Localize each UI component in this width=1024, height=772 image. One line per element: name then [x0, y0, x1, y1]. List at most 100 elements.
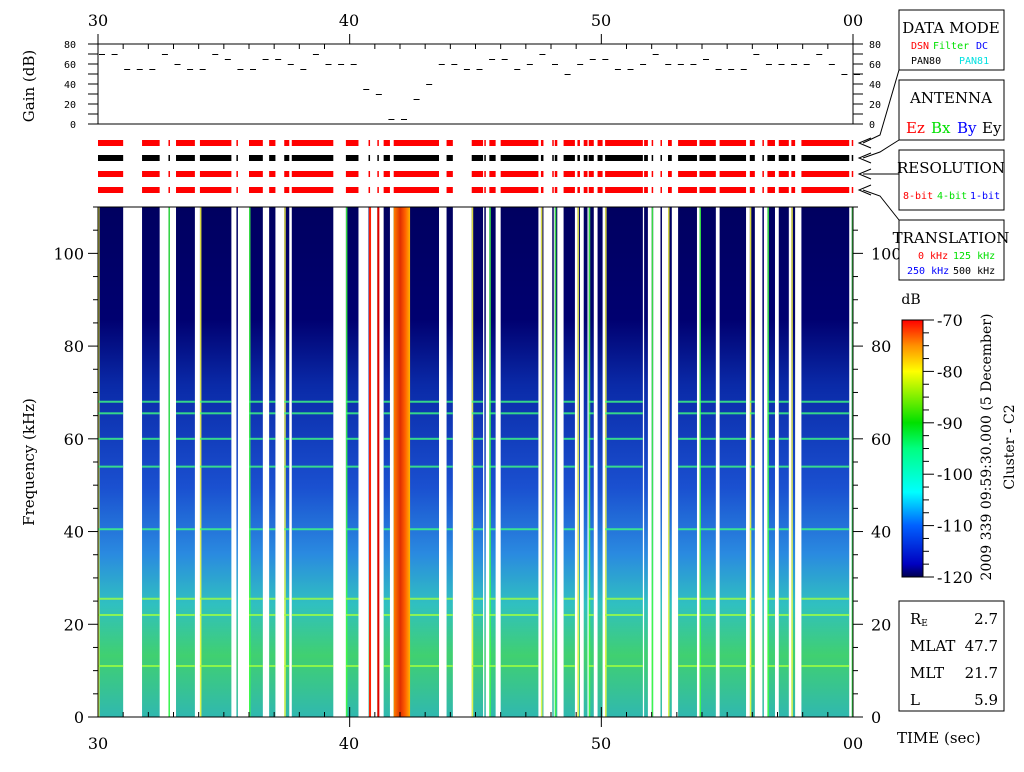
emission-line [588, 437, 594, 440]
legend-items: DSN Filter DC PAN80 PAN81 [911, 41, 994, 67]
gain-point [652, 54, 659, 55]
spectrogram-data-column [801, 207, 850, 717]
spectrogram-data-column [446, 207, 453, 717]
status-translation-segment [284, 187, 290, 193]
emission-line [142, 465, 160, 468]
gain-point [539, 54, 546, 55]
status-resolution-segment [284, 171, 290, 177]
gain-point [791, 64, 798, 65]
spectrogram-data-column [484, 207, 486, 717]
emission-line [383, 400, 390, 403]
emission-line [393, 412, 440, 415]
status-antenna-segment [749, 155, 755, 161]
emission-line [767, 528, 775, 531]
orbit-l-label: L [910, 691, 920, 709]
emission-line [489, 412, 496, 415]
emission-line [98, 614, 124, 616]
status-translation-segment [249, 187, 263, 193]
emission-line [500, 528, 539, 531]
emission-line [605, 614, 643, 616]
gain-point [677, 64, 684, 65]
status-antenna-segment [471, 155, 484, 161]
emission-line [588, 412, 594, 415]
gain-point [526, 64, 533, 65]
freq-tick-label: 40 [64, 523, 84, 542]
emission-line [142, 400, 160, 403]
status-resolution-segment [393, 171, 440, 177]
status-resolution-segment [801, 171, 850, 177]
emission-line [500, 400, 539, 403]
bottom-tick-label: 40 [339, 734, 359, 753]
emission-line [142, 437, 160, 440]
arrow-icon [857, 168, 872, 180]
emission-line [678, 665, 697, 667]
legend-translation: TRANSLATION 0 kHz 125 kHz 250 kHz 500 kH… [893, 219, 1009, 281]
emission-line [199, 412, 232, 415]
emission-line [500, 465, 539, 468]
colorbar-label: dB [901, 292, 920, 308]
status-rows [98, 137, 872, 196]
spectrogram-data-column [583, 207, 588, 717]
emission-line [778, 465, 789, 468]
gain-point [199, 69, 206, 70]
legend-item-dc: DC [976, 41, 988, 52]
emission-line [719, 597, 747, 600]
emission-line [588, 614, 594, 616]
emission-line [176, 437, 195, 440]
emission-line [767, 400, 775, 403]
emission-line [563, 614, 575, 616]
status-antenna-segment [552, 155, 554, 161]
emission-line [176, 614, 195, 616]
status-translation-segment [719, 187, 747, 193]
gain-point [363, 89, 370, 90]
status-data-mode-segment [851, 140, 854, 146]
status-resolution-segment [176, 171, 195, 177]
colorbar-tick-label: -110 [937, 517, 973, 536]
status-translation-segment [554, 187, 558, 193]
gain-point [187, 69, 194, 70]
freq-tick-label: 80 [64, 337, 84, 356]
broadband-stripe [588, 207, 591, 717]
legend-title: ANTENNA [909, 89, 992, 107]
status-antenna-segment [651, 155, 654, 161]
emission-line [500, 665, 539, 667]
gain-point [841, 74, 848, 75]
gain-point [111, 54, 118, 55]
emission-line [446, 412, 453, 415]
intense-emission-band [393, 207, 411, 717]
gain-point [803, 64, 810, 65]
status-data-mode-segment [393, 140, 440, 146]
gain-point [463, 69, 470, 70]
spectrogram-data-column [749, 207, 755, 717]
emission-line [471, 528, 484, 531]
emission-line [801, 465, 850, 468]
emission-line [142, 614, 160, 616]
gain-point [564, 74, 571, 75]
status-antenna-segment [383, 155, 390, 161]
gain-point [577, 64, 584, 65]
spectrogram-data-column [500, 207, 539, 717]
top-time-axis-labels: 30 40 50 00 [88, 11, 863, 30]
status-resolution-segment [471, 171, 484, 177]
status-data-mode-segment [801, 140, 850, 146]
orbit-mlt-value: 21.7 [965, 664, 998, 682]
broadband-stripe [98, 207, 100, 717]
status-resolution-segment [500, 171, 539, 177]
emission-line [678, 412, 697, 415]
emission-line [291, 437, 334, 440]
status-data-mode-segment [668, 140, 672, 146]
spectrogram-data-column [291, 207, 334, 717]
emission-line [291, 665, 334, 667]
status-resolution-segment [199, 171, 232, 177]
colorbar: dB -70 -80 -90 -100 -110 -120 [901, 292, 973, 587]
emission-line [719, 465, 747, 468]
emission-line [142, 597, 160, 600]
legend-item-filter: Filter [933, 41, 969, 52]
gain-point [401, 119, 407, 120]
legend-item-8bit: 8-bit [903, 191, 933, 202]
emission-line [249, 665, 263, 667]
emission-line [801, 597, 850, 600]
gain-point [602, 59, 609, 60]
status-data-mode-segment [142, 140, 160, 146]
status-translation-segment [98, 187, 124, 193]
